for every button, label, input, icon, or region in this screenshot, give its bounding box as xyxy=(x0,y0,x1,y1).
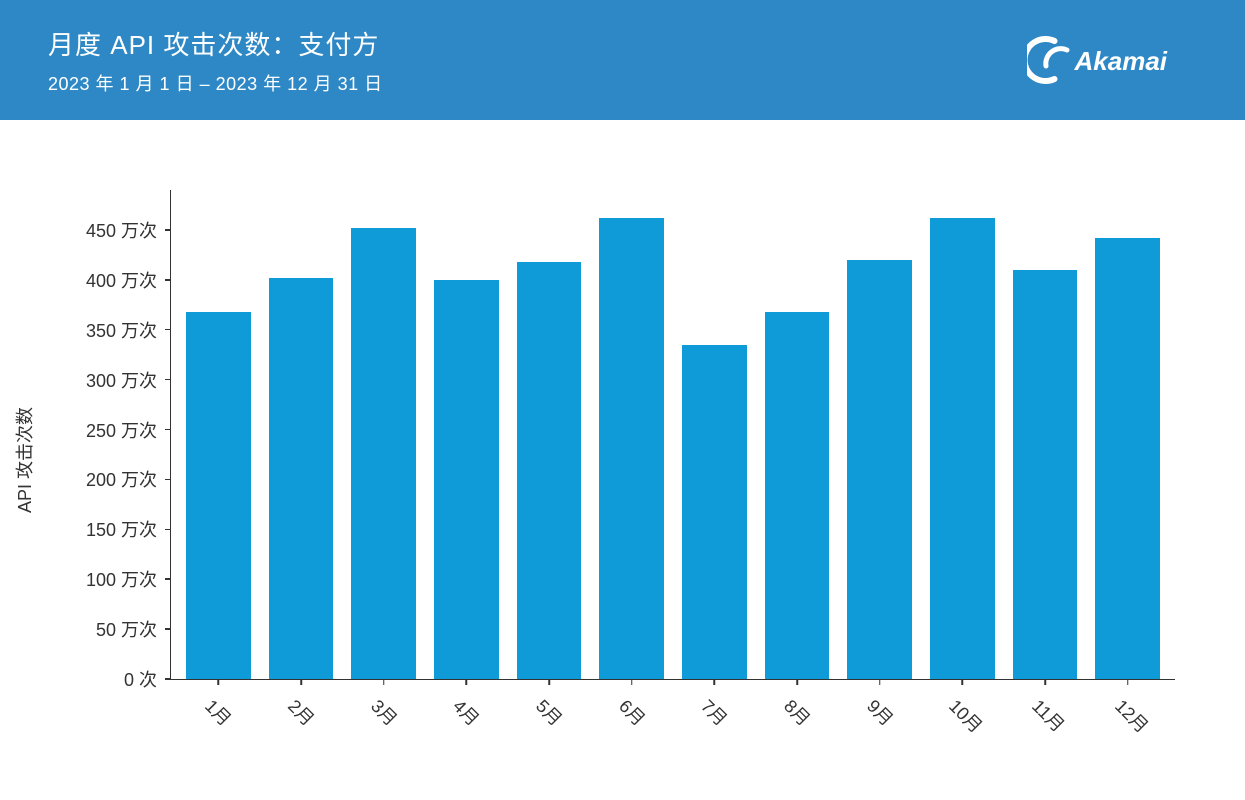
bar-slot: 4月 xyxy=(425,190,508,679)
x-tick-mark xyxy=(714,679,716,685)
bar-slot: 9月 xyxy=(838,190,921,679)
bars-group: 1月2月3月4月5月6月7月8月9月10月11月12月 xyxy=(171,190,1175,679)
x-tick-label: 11月 xyxy=(1027,693,1071,737)
akamai-logo: Akamai xyxy=(1027,35,1197,85)
x-tick-label: 1月 xyxy=(200,693,238,731)
bar xyxy=(434,280,498,679)
plot: 1月2月3月4月5月6月7月8月9月10月11月12月 0 次50 万次100 … xyxy=(170,190,1175,680)
y-tick-mark xyxy=(165,578,171,580)
bar-slot: 8月 xyxy=(756,190,839,679)
chart-area: API 攻击次数 1月2月3月4月5月6月7月8月9月10月11月12月 0 次… xyxy=(0,120,1245,800)
x-tick-mark xyxy=(383,679,385,685)
y-tick-label: 400 万次 xyxy=(86,267,171,293)
y-tick-mark xyxy=(165,229,171,231)
y-tick-mark xyxy=(165,678,171,680)
page-subtitle: 2023 年 1 月 1 日 – 2023 年 12 月 31 日 xyxy=(48,70,383,96)
x-tick-mark xyxy=(631,679,633,685)
bar xyxy=(599,218,663,679)
header-text: 月度 API 攻击次数：支付方 2023 年 1 月 1 日 – 2023 年 … xyxy=(48,25,383,96)
y-tick-mark xyxy=(165,628,171,630)
bar-slot: 2月 xyxy=(260,190,343,679)
y-tick-label: 250 万次 xyxy=(86,417,171,443)
x-tick-label: 3月 xyxy=(365,693,403,731)
y-tick-label: 350 万次 xyxy=(86,317,171,343)
bar-slot: 11月 xyxy=(1004,190,1087,679)
bar-slot: 7月 xyxy=(673,190,756,679)
bar-slot: 12月 xyxy=(1086,190,1169,679)
x-tick-label: 7月 xyxy=(696,693,734,731)
y-tick-mark xyxy=(165,429,171,431)
x-tick-mark xyxy=(796,679,798,685)
x-tick-label: 8月 xyxy=(779,693,817,731)
x-tick-label: 6月 xyxy=(613,693,651,731)
y-tick-mark xyxy=(165,329,171,331)
y-tick-mark xyxy=(165,529,171,531)
x-tick-mark xyxy=(218,679,220,685)
logo-text: Akamai xyxy=(1074,46,1168,76)
akamai-logo-icon: Akamai xyxy=(1027,35,1197,85)
y-tick-label: 100 万次 xyxy=(86,566,171,592)
x-tick-label: 10月 xyxy=(944,693,989,738)
y-tick-label: 50 万次 xyxy=(96,616,171,642)
y-tick-mark xyxy=(165,379,171,381)
y-tick-mark xyxy=(165,279,171,281)
y-tick-mark xyxy=(165,479,171,481)
plot-container: 1月2月3月4月5月6月7月8月9月10月11月12月 0 次50 万次100 … xyxy=(170,190,1175,680)
x-tick-mark xyxy=(1044,679,1046,685)
bar-slot: 10月 xyxy=(921,190,1004,679)
page-title: 月度 API 攻击次数：支付方 xyxy=(48,25,383,62)
y-axis-title: API 攻击次数 xyxy=(11,407,37,513)
bar-slot: 6月 xyxy=(590,190,673,679)
y-tick-label: 0 次 xyxy=(124,666,171,692)
x-tick-mark xyxy=(879,679,881,685)
bar xyxy=(1095,238,1159,679)
y-tick-label: 300 万次 xyxy=(86,367,171,393)
bar xyxy=(765,312,829,679)
bar-slot: 5月 xyxy=(508,190,591,679)
x-tick-mark xyxy=(300,679,302,685)
bar-slot: 3月 xyxy=(342,190,425,679)
x-tick-label: 12月 xyxy=(1109,693,1154,738)
y-tick-label: 450 万次 xyxy=(86,217,171,243)
y-tick-label: 150 万次 xyxy=(86,516,171,542)
bar xyxy=(269,278,333,679)
x-tick-mark xyxy=(548,679,550,685)
x-tick-mark xyxy=(1127,679,1129,685)
bar xyxy=(682,345,746,679)
x-tick-label: 2月 xyxy=(283,693,321,731)
bar xyxy=(930,218,994,679)
bar xyxy=(186,312,250,679)
header: 月度 API 攻击次数：支付方 2023 年 1 月 1 日 – 2023 年 … xyxy=(0,0,1245,120)
x-tick-label: 4月 xyxy=(448,693,486,731)
x-tick-mark xyxy=(962,679,964,685)
bar xyxy=(1013,270,1077,679)
bar-slot: 1月 xyxy=(177,190,260,679)
y-tick-label: 200 万次 xyxy=(86,466,171,492)
x-tick-mark xyxy=(466,679,468,685)
x-tick-label: 5月 xyxy=(531,693,569,731)
bar xyxy=(847,260,911,679)
bar xyxy=(517,262,581,679)
bar xyxy=(351,228,415,679)
x-tick-label: 9月 xyxy=(861,693,899,731)
